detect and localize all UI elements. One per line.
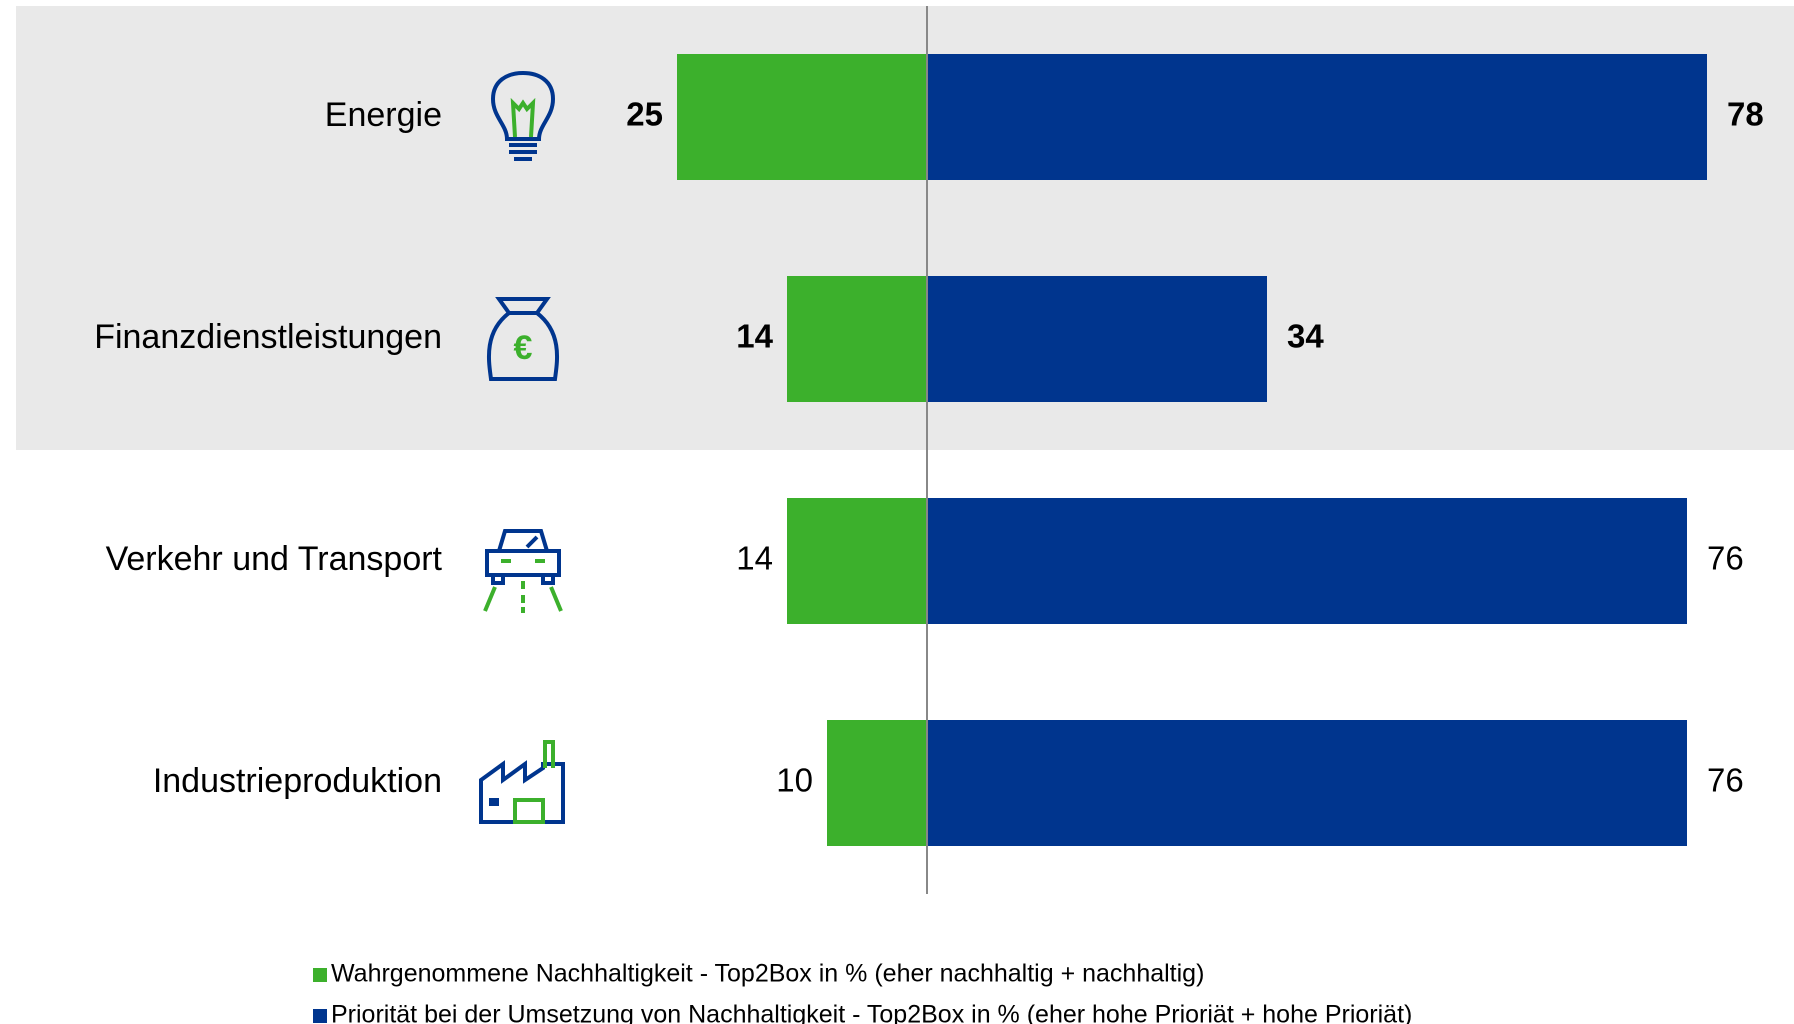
svg-text:€: € xyxy=(514,329,533,367)
value-label: 14 xyxy=(736,318,773,355)
bar-blue xyxy=(927,498,1687,624)
value-label: 34 xyxy=(1287,318,1324,355)
icon-factory xyxy=(479,740,565,824)
value-label: 14 xyxy=(736,540,773,577)
value-label: 78 xyxy=(1727,96,1764,133)
icon-bulb xyxy=(490,70,556,161)
bar-green xyxy=(827,720,927,846)
bar-green xyxy=(787,498,927,624)
bar-green xyxy=(787,276,927,402)
bar-blue xyxy=(927,54,1707,180)
value-label: 25 xyxy=(626,96,663,133)
category-label: Energie xyxy=(325,96,442,134)
bar-blue xyxy=(927,720,1687,846)
legend-swatch xyxy=(313,968,327,982)
legend-label: Priorität bei der Umsetzung von Nachhalt… xyxy=(331,1001,1412,1024)
value-label: 76 xyxy=(1707,762,1744,799)
category-label: Industrieproduktion xyxy=(153,762,442,800)
category-label: Verkehr und Transport xyxy=(106,540,443,578)
legend-swatch xyxy=(313,1009,327,1023)
icon-money-bag: € xyxy=(487,297,559,381)
bar-green xyxy=(677,54,927,180)
legend-label: Wahrgenommene Nachhaltigkeit - Top2Box i… xyxy=(331,960,1204,988)
category-label: Finanzdienstleistungen xyxy=(94,318,442,356)
value-label: 10 xyxy=(776,762,813,799)
value-label: 76 xyxy=(1707,540,1744,577)
bar-blue xyxy=(927,276,1267,402)
icon-car xyxy=(483,529,563,613)
